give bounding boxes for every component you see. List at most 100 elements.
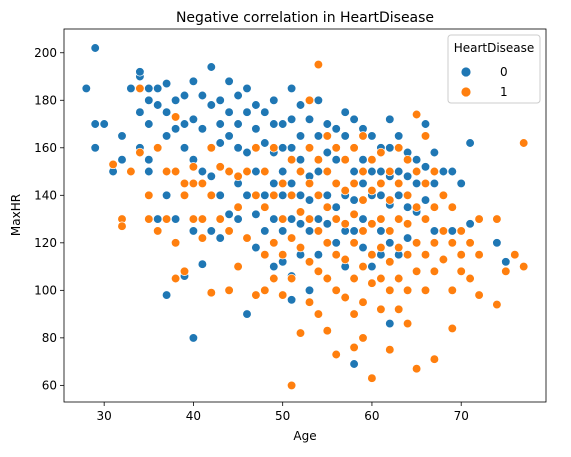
data-point-1-24 (197, 233, 208, 243)
data-point-1-134 (402, 318, 413, 329)
data-point-1-27 (206, 288, 216, 298)
data-point-0-45 (206, 62, 216, 72)
data-point-1-42 (260, 202, 270, 212)
data-point-1-23 (197, 214, 208, 224)
data-point-1-77 (322, 238, 332, 248)
data-point-1-115 (376, 273, 386, 284)
data-point-0-109 (304, 226, 315, 236)
data-point-0-61 (233, 119, 243, 129)
legend-marker-0 (460, 66, 472, 78)
data-point-1-93 (349, 209, 359, 219)
data-point-0-144 (367, 131, 377, 141)
data-point-0-185 (465, 219, 475, 229)
data-point-1-132 (402, 250, 413, 260)
data-point-1-69 (313, 155, 324, 165)
data-point-0-186 (492, 238, 502, 248)
data-point-0-151 (376, 190, 386, 200)
data-point-0-52 (215, 138, 225, 148)
data-point-1-156 (447, 285, 457, 295)
data-point-1-44 (260, 285, 270, 295)
data-point-1-96 (349, 309, 359, 319)
data-point-1-106 (367, 185, 377, 196)
data-point-1-89 (340, 254, 350, 265)
data-point-0-66 (242, 107, 252, 117)
data-point-1-85 (331, 349, 341, 360)
data-point-1-68 (313, 59, 324, 70)
data-point-1-111 (376, 147, 386, 158)
data-point-1-166 (492, 214, 502, 224)
data-point-1-147 (429, 202, 440, 212)
data-point-1-59 (295, 207, 306, 217)
data-point-1-125 (394, 214, 404, 224)
data-point-0-182 (447, 226, 457, 236)
data-point-0-21 (153, 214, 163, 224)
data-point-1-38 (251, 143, 261, 153)
data-point-0-15 (144, 119, 154, 129)
data-point-1-61 (295, 328, 306, 338)
data-point-1-78 (322, 273, 332, 284)
data-point-1-113 (376, 214, 386, 224)
data-point-1-97 (349, 342, 359, 353)
data-point-0-4 (99, 119, 109, 129)
data-point-0-78 (260, 190, 270, 200)
data-point-1-168 (501, 266, 511, 276)
data-point-1-120 (385, 257, 395, 267)
data-point-0-187 (501, 257, 511, 267)
data-point-1-82 (331, 214, 341, 224)
data-point-0-76 (260, 138, 270, 148)
data-point-1-58 (295, 166, 306, 177)
data-point-1-140 (411, 364, 422, 374)
data-point-0-13 (144, 83, 154, 94)
data-point-0-159 (385, 318, 395, 329)
data-point-1-165 (474, 290, 484, 300)
data-point-1-118 (385, 195, 395, 205)
data-point-1-36 (242, 166, 252, 177)
data-point-0-40 (188, 333, 199, 343)
data-point-1-102 (358, 261, 368, 272)
data-point-1-75 (322, 166, 332, 177)
data-point-0-7 (117, 155, 127, 165)
data-point-1-142 (420, 178, 431, 189)
data-point-1-126 (394, 242, 404, 253)
data-point-0-70 (251, 100, 261, 110)
data-point-0-17 (144, 166, 154, 177)
data-point-0-126 (331, 238, 341, 248)
data-point-0-137 (349, 226, 359, 236)
data-point-0-136 (349, 195, 359, 205)
data-point-0-55 (224, 76, 234, 86)
data-point-1-152 (438, 226, 449, 236)
data-point-0-177 (429, 178, 440, 189)
data-point-0-88 (278, 166, 288, 177)
data-point-1-45 (269, 143, 279, 153)
data-point-1-119 (385, 226, 395, 236)
data-point-1-136 (411, 166, 422, 177)
data-point-1-39 (251, 190, 261, 200)
data-point-1-52 (278, 290, 288, 300)
data-point-1-114 (376, 242, 386, 253)
data-point-1-9 (153, 226, 163, 236)
data-point-0-25 (161, 190, 172, 200)
data-point-1-76 (322, 202, 332, 212)
legend-box (447, 34, 541, 104)
y-tick-label-80: 80 (42, 331, 57, 345)
plot-frame (63, 28, 547, 403)
data-point-1-170 (519, 138, 529, 148)
data-point-1-2 (117, 221, 127, 231)
data-point-0-8 (126, 83, 136, 94)
data-point-0-54 (215, 233, 225, 243)
data-point-0-108 (304, 195, 315, 205)
y-tick-label-140: 140 (34, 188, 57, 202)
data-point-1-11 (161, 214, 172, 224)
data-point-1-129 (402, 155, 413, 165)
data-point-0-138 (349, 359, 359, 369)
data-point-0-95 (286, 178, 297, 189)
x-tick-label-60: 60 (364, 409, 379, 423)
data-point-0-161 (394, 166, 404, 177)
data-point-0-148 (367, 261, 377, 272)
data-point-0-86 (278, 119, 288, 129)
data-point-1-74 (322, 131, 332, 141)
data-point-0-75 (260, 107, 270, 117)
data-point-1-47 (269, 238, 279, 248)
data-point-0-71 (251, 124, 261, 134)
